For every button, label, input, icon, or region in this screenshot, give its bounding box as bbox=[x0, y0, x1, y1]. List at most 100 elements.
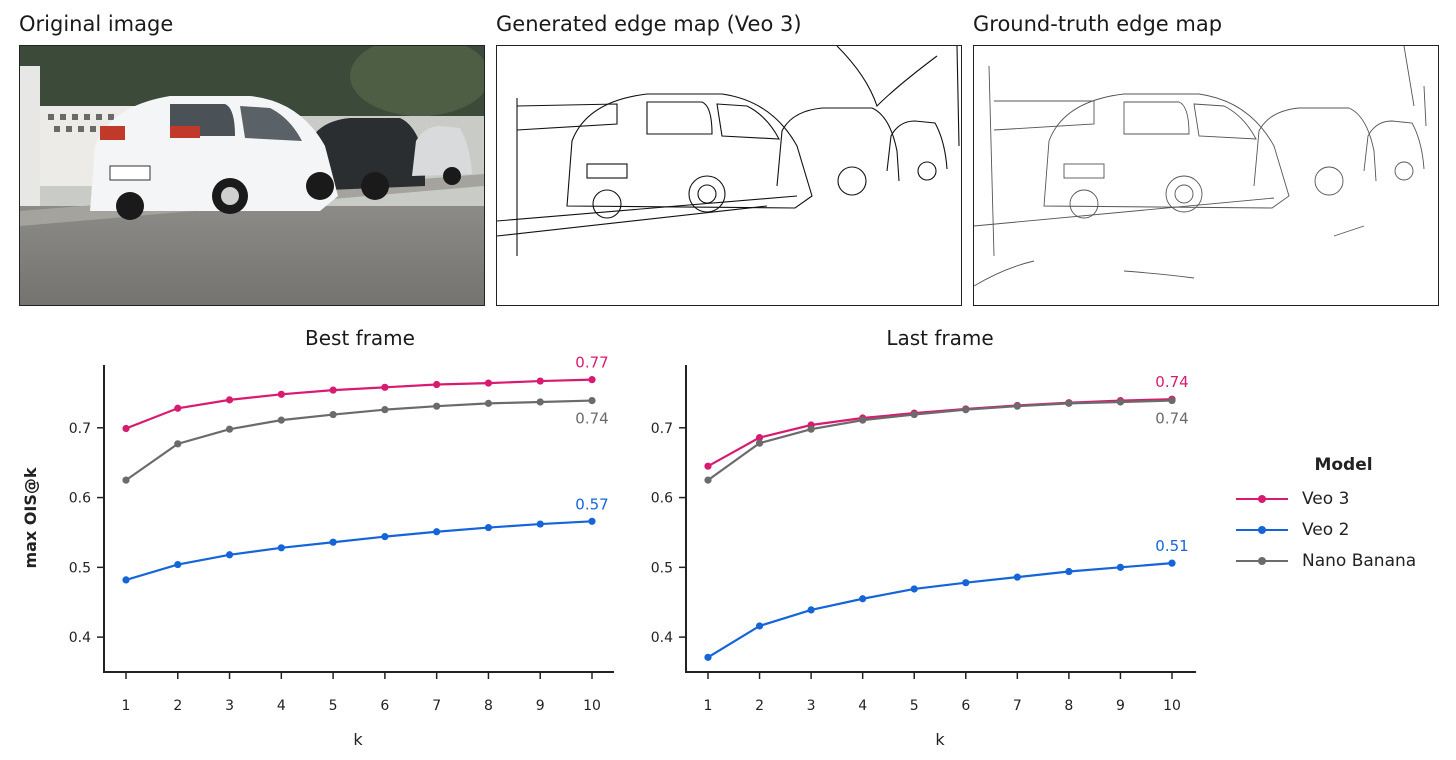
data-point bbox=[536, 520, 544, 528]
x-tick-label: 7 bbox=[432, 698, 441, 714]
chart-best-frame: Best frame max OIS@k k 0.4 0.5 0.6 0.7 1 2 3 4 5… bbox=[21, 326, 614, 749]
data-point bbox=[1065, 567, 1073, 576]
end-value-label: 0.77 bbox=[575, 354, 608, 372]
series-line bbox=[707, 398, 1173, 468]
y-tick-label: 0.5 bbox=[651, 560, 673, 576]
x-tick-label: 2 bbox=[755, 698, 764, 714]
legend-item-nano-banana: Nano Banana bbox=[1236, 545, 1451, 576]
data-point bbox=[433, 528, 441, 536]
data-point bbox=[329, 410, 337, 419]
data-point bbox=[962, 579, 970, 587]
y-tick-label: 0.4 bbox=[69, 630, 91, 646]
data-point bbox=[329, 386, 337, 394]
legend-label: Veo 2 bbox=[1302, 519, 1350, 540]
data-point bbox=[1116, 398, 1125, 406]
data-point bbox=[910, 410, 918, 419]
data-point bbox=[329, 538, 337, 546]
generated-edge-map bbox=[496, 45, 962, 306]
end-value-label: 0.74 bbox=[1155, 373, 1188, 391]
image-title-original: Original image bbox=[19, 12, 174, 36]
data-point bbox=[174, 560, 182, 569]
x-tick-label: 6 bbox=[380, 698, 389, 714]
legend-title: Model bbox=[1314, 455, 1373, 475]
data-point bbox=[225, 425, 234, 433]
x-tick-label: 1 bbox=[704, 698, 713, 714]
end-value-label: 0.74 bbox=[575, 410, 608, 428]
end-value-label: 0.74 bbox=[1155, 410, 1188, 428]
data-point bbox=[1013, 573, 1021, 581]
x-tick-label: 10 bbox=[1163, 698, 1181, 714]
x-tick-label: 7 bbox=[1013, 698, 1022, 714]
y-tick-label: 0.4 bbox=[651, 630, 673, 646]
data-point bbox=[174, 404, 182, 412]
legend-item-veo2: Veo 2 bbox=[1236, 514, 1451, 545]
data-point bbox=[122, 576, 130, 584]
data-point bbox=[807, 425, 815, 433]
legend-label: Nano Banana bbox=[1302, 550, 1417, 571]
legend-item-veo3: Veo 3 bbox=[1236, 483, 1451, 514]
data-point bbox=[536, 398, 544, 406]
y-axis-label: max OIS@k bbox=[21, 467, 40, 568]
data-point bbox=[225, 551, 234, 559]
data-point bbox=[755, 433, 764, 442]
x-tick-label: 5 bbox=[329, 698, 338, 714]
ground-truth-edge-map bbox=[973, 45, 1439, 306]
image-title-generated: Generated edge map (Veo 3) bbox=[496, 12, 802, 36]
data-point bbox=[381, 406, 389, 414]
y-tick-label: 0.5 bbox=[69, 560, 91, 576]
data-point bbox=[704, 462, 712, 470]
data-point bbox=[1168, 559, 1176, 567]
data-point bbox=[1013, 402, 1021, 410]
data-point bbox=[962, 406, 970, 414]
data-point bbox=[122, 424, 130, 433]
legend-swatch bbox=[1236, 492, 1288, 506]
x-tick-label: 9 bbox=[536, 698, 545, 714]
data-point bbox=[755, 439, 764, 447]
x-tick-label: 9 bbox=[1116, 698, 1125, 714]
data-point bbox=[1116, 563, 1125, 571]
series-line bbox=[125, 399, 593, 482]
original-image bbox=[19, 45, 485, 306]
x-tick-label: 5 bbox=[910, 698, 919, 714]
x-axis-label: k bbox=[935, 730, 945, 749]
x-tick-label: 1 bbox=[122, 698, 131, 714]
data-point bbox=[277, 544, 285, 552]
data-point bbox=[1065, 399, 1073, 407]
x-tick-label: 2 bbox=[173, 698, 182, 714]
data-point bbox=[588, 376, 596, 384]
data-point bbox=[588, 396, 596, 405]
data-point bbox=[484, 523, 493, 532]
x-tick-label: 4 bbox=[277, 698, 286, 714]
data-point bbox=[536, 377, 544, 385]
series-line bbox=[707, 399, 1173, 482]
data-point bbox=[433, 402, 441, 410]
data-point bbox=[484, 379, 493, 387]
x-tick-label: 10 bbox=[583, 698, 601, 714]
x-axis-label: k bbox=[353, 730, 363, 749]
end-value-label: 0.51 bbox=[1155, 537, 1188, 555]
x-tick-label: 8 bbox=[484, 698, 493, 714]
legend-swatch bbox=[1236, 523, 1288, 537]
series-line bbox=[125, 520, 593, 581]
chart-title: Best frame bbox=[305, 326, 415, 350]
y-tick-label: 0.6 bbox=[651, 491, 673, 507]
legend-swatch bbox=[1236, 554, 1288, 568]
y-tick-label: 0.7 bbox=[651, 421, 673, 437]
data-point bbox=[174, 440, 182, 448]
data-point bbox=[910, 585, 918, 593]
data-point bbox=[277, 390, 285, 398]
data-point bbox=[859, 595, 867, 603]
series-line bbox=[125, 378, 593, 430]
chart-last-frame: Last frame k 0.4 0.5 0.6 0.7 1 2 3 4 5 6 7 8 9 10 0.74… bbox=[651, 326, 1196, 749]
data-point bbox=[807, 606, 815, 614]
data-point bbox=[381, 383, 389, 391]
data-point bbox=[225, 396, 234, 404]
x-tick-label: 6 bbox=[961, 698, 970, 714]
data-point bbox=[704, 653, 712, 661]
data-point bbox=[381, 533, 389, 541]
data-point bbox=[704, 476, 712, 484]
x-tick-label: 8 bbox=[1064, 698, 1073, 714]
data-point bbox=[122, 476, 130, 484]
data-point bbox=[755, 622, 764, 630]
